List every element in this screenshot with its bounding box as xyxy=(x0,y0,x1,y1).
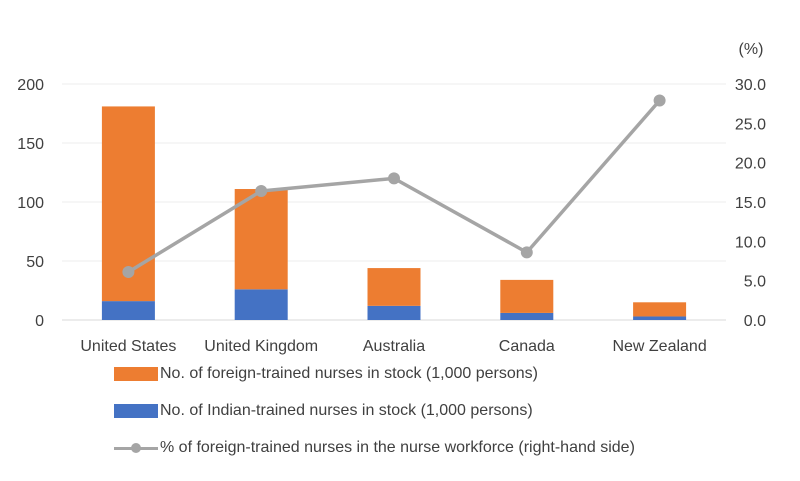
bar-segment xyxy=(500,312,554,320)
left-tick-label: 200 xyxy=(17,77,44,94)
left-y-axis: 0 50 100 150 200 xyxy=(17,77,44,330)
category-label: New Zealand xyxy=(612,338,706,355)
left-tick-label: 0 xyxy=(35,313,44,330)
bar-segment xyxy=(500,279,554,313)
line-path xyxy=(127,99,661,274)
category-axis: United States United Kingdom Australia Cana… xyxy=(80,338,706,355)
legend: No. of foreign-trained nurses in stock (… xyxy=(114,364,635,475)
right-tick-label: 30.0 xyxy=(735,77,766,94)
left-tick-label: 150 xyxy=(17,136,44,153)
legend-label-indian-trained: No. of Indian-trained nurses in stock (1… xyxy=(160,401,533,419)
right-tick-label: 0.0 xyxy=(744,313,766,330)
category-label: United Kingdom xyxy=(204,338,318,355)
legend-item-foreign-trained: No. of foreign-trained nurses in stock (… xyxy=(114,364,635,383)
legend-label-percent-foreign: % of foreign-trained nurses in the nurse… xyxy=(160,438,635,456)
legend-swatch-foreign-trained xyxy=(114,366,158,381)
line-point xyxy=(653,94,666,107)
right-y-axis: 0.0 5.0 10.0 15.0 20.0 25.0 30.0 xyxy=(735,77,766,330)
right-tick-label: 10.0 xyxy=(735,234,766,251)
legend-item-percent-foreign: % of foreign-trained nurses in the nurse… xyxy=(114,438,635,457)
category-label: United States xyxy=(80,338,176,355)
bar-segment xyxy=(367,305,421,320)
line-series xyxy=(122,94,666,279)
line-point xyxy=(520,246,533,259)
legend-swatch-indian-trained xyxy=(114,403,158,418)
bar-segment xyxy=(633,302,687,317)
bar-segment xyxy=(234,189,288,290)
line-point xyxy=(122,266,135,279)
category-label: Australia xyxy=(363,338,425,355)
right-axis-unit-label: (%) xyxy=(739,41,764,58)
legend-item-indian-trained: No. of Indian-trained nurses in stock (1… xyxy=(114,401,635,420)
right-tick-label: 5.0 xyxy=(744,274,766,291)
legend-swatch-percent-foreign xyxy=(114,441,158,455)
bar-segment xyxy=(101,301,155,320)
line-point xyxy=(255,184,268,197)
right-tick-label: 20.0 xyxy=(735,156,766,173)
bar-series xyxy=(101,106,687,320)
right-tick-label: 15.0 xyxy=(735,195,766,212)
gridlines xyxy=(62,83,726,321)
right-tick-label: 25.0 xyxy=(735,116,766,133)
bar-segment xyxy=(367,268,421,306)
bar-segment xyxy=(234,289,288,320)
left-tick-label: 100 xyxy=(17,195,44,212)
line-point xyxy=(388,172,400,185)
left-tick-label: 50 xyxy=(26,254,44,271)
bar-segment xyxy=(633,316,687,320)
legend-label-foreign-trained: No. of foreign-trained nurses in stock (… xyxy=(160,364,538,382)
category-label: Canada xyxy=(499,338,555,355)
